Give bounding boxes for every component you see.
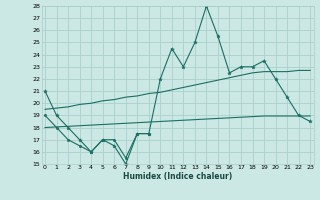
X-axis label: Humidex (Indice chaleur): Humidex (Indice chaleur) [123,172,232,181]
